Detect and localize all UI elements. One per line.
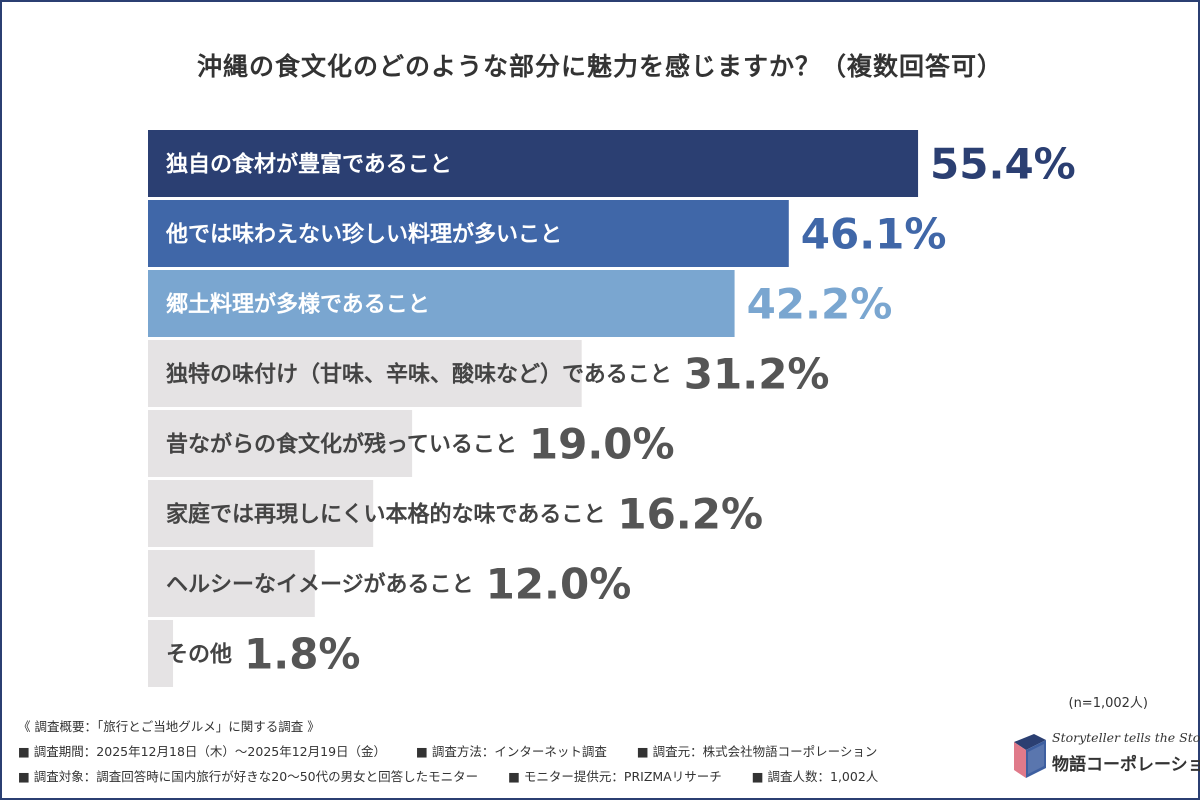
sample-size-note: (n=1,002人) (1068, 696, 1149, 711)
value-label-7: 12.0% (486, 560, 632, 609)
value-label-5: 19.0% (529, 420, 675, 469)
survey-source: 調査元：株式会社物語コーポレーション (637, 744, 878, 759)
value-label-2: 46.1% (801, 210, 947, 259)
bar-3 (148, 270, 735, 337)
survey-row-1: 調査期間：2025年12月18日（木）〜2025年12月19日（金） 調査方法：… (18, 739, 904, 764)
category-label-8: その他 (166, 643, 232, 668)
value-label-3: 42.2% (747, 280, 893, 329)
chart-title: 沖縄の食文化のどのような部分に魅力を感じますか？（複数回答可） (196, 52, 1003, 81)
category-label-5: 昔ながらの食文化が残っていること (166, 432, 517, 458)
survey-count: 調査人数：1,002人 (752, 769, 879, 784)
book-icon (1014, 734, 1046, 778)
value-label-8: 1.8% (244, 630, 360, 679)
category-label-2: 他では味わえない珍しい料理が多いこと (165, 222, 562, 248)
bar-chart: 独自の食材が豊富であること 55.4% 他では味わえない珍しい料理が多いこと 46.1… (148, 130, 1076, 687)
bar-4 (148, 340, 582, 407)
bar-8 (148, 620, 174, 687)
bar-2 (148, 200, 789, 267)
value-label-4: 31.2% (684, 350, 830, 399)
survey-summary: 《 調査概要：「旅行とご当地グルメ」に関する調査 》 調査期間：2025年12月… (18, 714, 904, 789)
category-label-4: 独特の味付け（甘味、辛味、酸味など）であること (166, 362, 672, 388)
bar-6 (148, 480, 374, 547)
bar-1 (148, 130, 919, 197)
value-label-6: 16.2% (617, 490, 763, 539)
survey-period: 調査期間：2025年12月18日（木）〜2025年12月19日（金） (18, 744, 386, 759)
survey-target: 調査対象：調査回答時に国内旅行が好きな20〜50代の男女と回答したモニター (18, 769, 478, 784)
survey-provider: モニター提供元：PRIZMAリサーチ (508, 769, 722, 784)
company-logo: Storyteller tells the Story 物語コーポレーション (1010, 728, 1200, 784)
value-label-1: 55.4% (930, 140, 1076, 189)
category-label-3: 郷土料理が多様であること (166, 292, 430, 318)
category-label-7: ヘルシーなイメージがあること (166, 572, 474, 598)
survey-heading: 《 調査概要：「旅行とご当地グルメ」に関する調査 》 (18, 719, 320, 734)
bar-5 (148, 410, 413, 477)
survey-method: 調査方法：インターネット調査 (416, 744, 607, 759)
category-label-1: 独自の食材が豊富であること (166, 152, 452, 178)
bar-7 (148, 550, 315, 617)
category-label-6: 家庭では再現しにくい本格的な味であること (166, 502, 605, 528)
logo-name: 物語コーポレーション (1052, 755, 1200, 775)
logo-tagline: Storyteller tells the Story (1052, 730, 1200, 745)
survey-row-2: 調査対象：調査回答時に国内旅行が好きな20〜50代の男女と回答したモニター モニ… (18, 764, 904, 789)
